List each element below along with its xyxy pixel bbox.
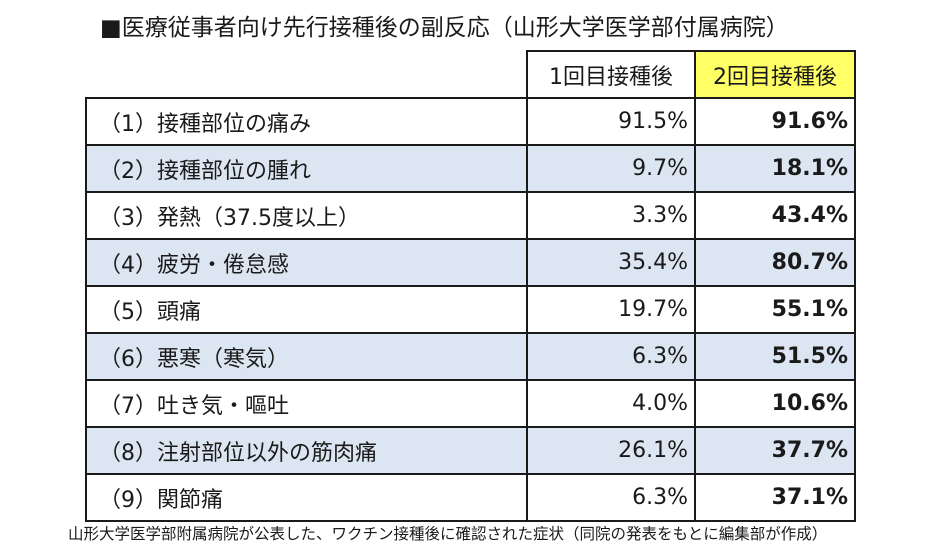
first-dose-value: 3.3%	[526, 191, 696, 240]
first-dose-value: 91.5%	[526, 97, 696, 146]
table-row: （8）注射部位以外の筋肉痛 26.1% 37.7%	[85, 426, 856, 475]
second-dose-value: 51.5%	[694, 332, 856, 381]
symptom-label: （3）発熱（37.5度以上）	[85, 191, 528, 240]
first-dose-value: 9.7%	[526, 144, 696, 193]
second-dose-value: 55.1%	[694, 285, 856, 334]
first-dose-value: 35.4%	[526, 238, 696, 287]
second-dose-value: 80.7%	[694, 238, 856, 287]
page-title: ■医療従事者向け先行接種後の副反応（山形大学医学部付属病院）	[100, 15, 789, 41]
table-corner-cell	[86, 51, 528, 99]
first-dose-value: 4.0%	[526, 379, 696, 428]
table-row: （9）関節痛 6.3% 37.1%	[85, 473, 856, 522]
first-dose-value: 19.7%	[526, 285, 696, 334]
table-header-row: 1回目接種後 2回目接種後	[86, 50, 856, 99]
table-row: （4）疲労・倦怠感 35.4% 80.7%	[85, 238, 856, 287]
symptom-label: （5）頭痛	[85, 285, 528, 334]
first-dose-value: 26.1%	[526, 426, 696, 475]
header-first-dose: 1回目接種後	[526, 50, 696, 99]
table-row: （7）吐き気・嘔吐 4.0% 10.6%	[85, 379, 856, 428]
second-dose-value: 37.7%	[694, 426, 856, 475]
second-dose-value: 37.1%	[694, 473, 856, 522]
table-row: （2）接種部位の腫れ 9.7% 18.1%	[85, 144, 856, 193]
second-dose-value: 10.6%	[694, 379, 856, 428]
second-dose-value: 91.6%	[694, 97, 856, 146]
symptom-label: （7）吐き気・嘔吐	[85, 379, 528, 428]
table-row: （3）発熱（37.5度以上） 3.3% 43.4%	[85, 191, 856, 240]
symptom-label: （9）関節痛	[85, 473, 528, 522]
table-row: （6）悪寒（寒気） 6.3% 51.5%	[85, 332, 856, 381]
table-row: （5）頭痛 19.7% 55.1%	[85, 285, 856, 334]
second-dose-value: 43.4%	[694, 191, 856, 240]
symptom-label: （2）接種部位の腫れ	[85, 144, 528, 193]
symptom-label: （8）注射部位以外の筋肉痛	[85, 426, 528, 475]
source-caption: 山形大学医学部附属病院が公表した、ワクチン接種後に確認された症状（同院の発表をも…	[68, 525, 828, 543]
symptom-label: （6）悪寒（寒気）	[85, 332, 528, 381]
table-row: （1）接種部位の痛み 91.5% 91.6%	[85, 97, 856, 146]
side-effects-table: 1回目接種後 2回目接種後 （1）接種部位の痛み 91.5% 91.6% （2）…	[85, 50, 856, 522]
first-dose-value: 6.3%	[526, 332, 696, 381]
symptom-label: （1）接種部位の痛み	[85, 97, 528, 146]
symptom-label: （4）疲労・倦怠感	[85, 238, 528, 287]
second-dose-value: 18.1%	[694, 144, 856, 193]
first-dose-value: 6.3%	[526, 473, 696, 522]
side-effects-table-wrapper: 1回目接種後 2回目接種後 （1）接種部位の痛み 91.5% 91.6% （2）…	[85, 50, 856, 522]
header-second-dose: 2回目接種後	[694, 50, 856, 99]
